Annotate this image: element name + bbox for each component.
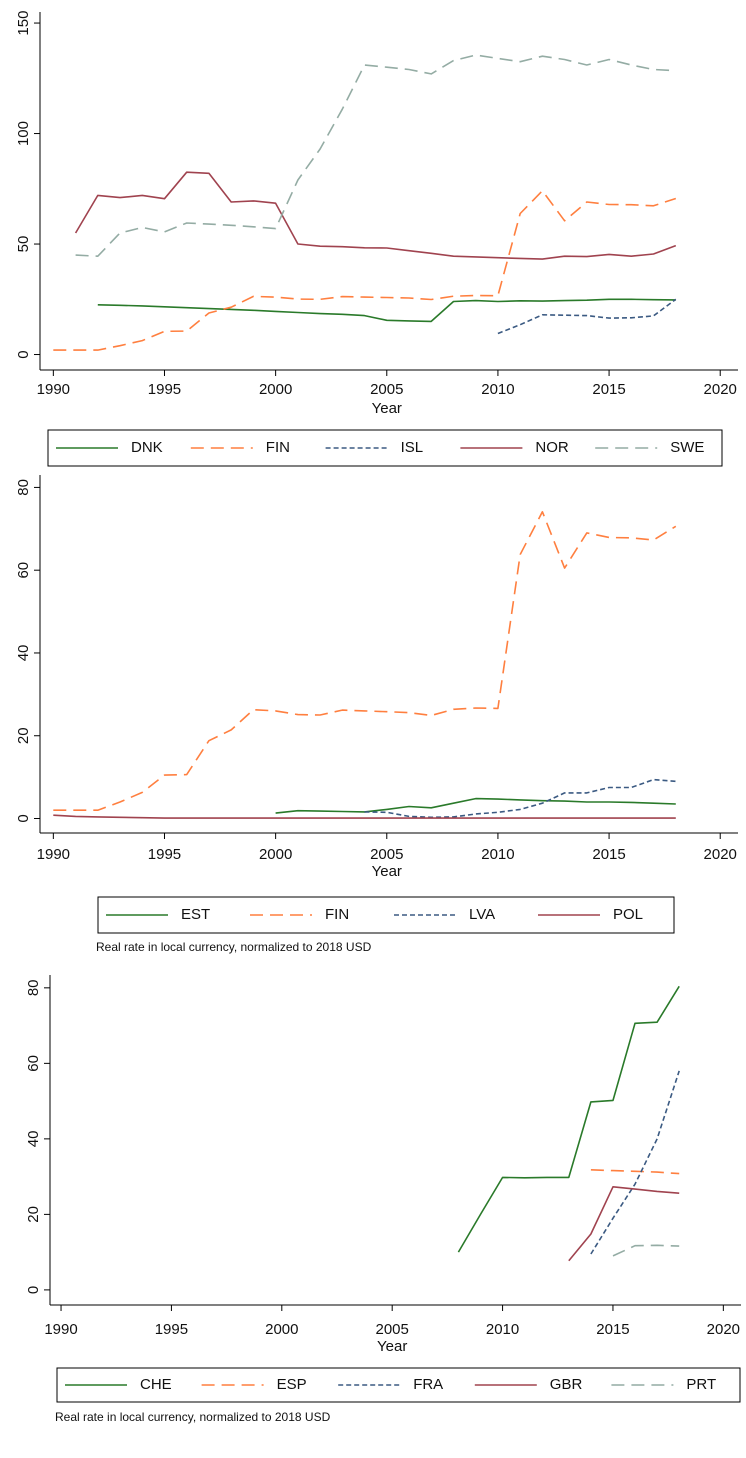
legend-label: DNK [131, 439, 163, 456]
x-tick-label: 2010 [481, 381, 514, 398]
legend-label: POL [613, 906, 643, 923]
x-tick-label: 2000 [259, 846, 292, 863]
y-tick-label: 0 [25, 1286, 42, 1294]
x-tick-label: 1995 [148, 846, 181, 863]
legend-label: CHE [140, 1376, 172, 1393]
x-tick-label: 2015 [592, 381, 625, 398]
y-tick-label: 40 [25, 1131, 42, 1148]
series-line [612, 1244, 680, 1257]
y-tick-label: 60 [25, 1055, 42, 1072]
legend-label: ESP [277, 1376, 307, 1393]
y-tick-label: 50 [15, 236, 32, 253]
series-line [568, 1186, 680, 1262]
x-tick-label: 2000 [265, 1321, 298, 1338]
series-line [74, 171, 677, 260]
x-tick-label: 1990 [37, 381, 70, 398]
y-tick-label: 0 [15, 350, 32, 358]
y-tick-label: 80 [15, 479, 32, 496]
x-axis-title: Year [372, 863, 402, 880]
series-line [97, 298, 676, 323]
series-line [590, 1169, 680, 1175]
legend-label: LVA [469, 906, 495, 923]
legend-label: FRA [413, 1376, 443, 1393]
y-tick-label: 60 [15, 562, 32, 579]
x-tick-label: 2020 [704, 381, 737, 398]
legend-label: SWE [670, 439, 704, 456]
y-tick-label: 80 [25, 979, 42, 996]
y-tick-label: 40 [15, 645, 32, 662]
series-line [53, 511, 677, 811]
legend-box [47, 429, 723, 467]
x-tick-label: 2015 [592, 846, 625, 863]
series-line [590, 1070, 680, 1255]
x-tick-label: 1995 [148, 381, 181, 398]
legend-label: NOR [535, 439, 569, 456]
x-tick-label: 2020 [707, 1321, 740, 1338]
series-line [364, 778, 676, 819]
x-tick-label: 1995 [155, 1321, 188, 1338]
series-line [275, 797, 676, 814]
x-tick-label: 2020 [704, 846, 737, 863]
x-tick-label: 1990 [44, 1321, 77, 1338]
x-tick-label: 2015 [596, 1321, 629, 1338]
x-tick-label: 2000 [259, 381, 292, 398]
legend-label: EST [181, 906, 210, 923]
y-tick-label: 20 [15, 727, 32, 744]
legend-box [56, 1367, 741, 1403]
x-tick-label: 2005 [370, 846, 403, 863]
x-tick-label: 2010 [481, 846, 514, 863]
chart-note: Real rate in local currency, normalized … [96, 940, 372, 954]
legend-label: FIN [266, 439, 290, 456]
series-line [497, 298, 677, 335]
series-line [457, 985, 680, 1253]
legend-label: FIN [325, 906, 349, 923]
series-line [53, 814, 676, 819]
x-tick-label: 1990 [37, 846, 70, 863]
chart-note: Real rate in local currency, normalized … [55, 1410, 331, 1424]
y-tick-label: 0 [15, 814, 32, 822]
y-tick-label: 150 [15, 11, 32, 36]
x-tick-label: 2005 [376, 1321, 409, 1338]
y-tick-label: 20 [25, 1206, 42, 1223]
legend-label: GBR [550, 1376, 583, 1393]
x-axis-title: Year [377, 1338, 407, 1355]
x-axis-title: Year [372, 400, 402, 417]
series-line [75, 54, 676, 257]
legend-box [97, 896, 675, 934]
x-tick-label: 2010 [486, 1321, 519, 1338]
legend-label: PRT [686, 1376, 716, 1393]
legend-label: ISL [401, 439, 424, 456]
x-tick-label: 2005 [370, 381, 403, 398]
series-line [53, 190, 677, 351]
y-tick-label: 100 [15, 121, 32, 146]
